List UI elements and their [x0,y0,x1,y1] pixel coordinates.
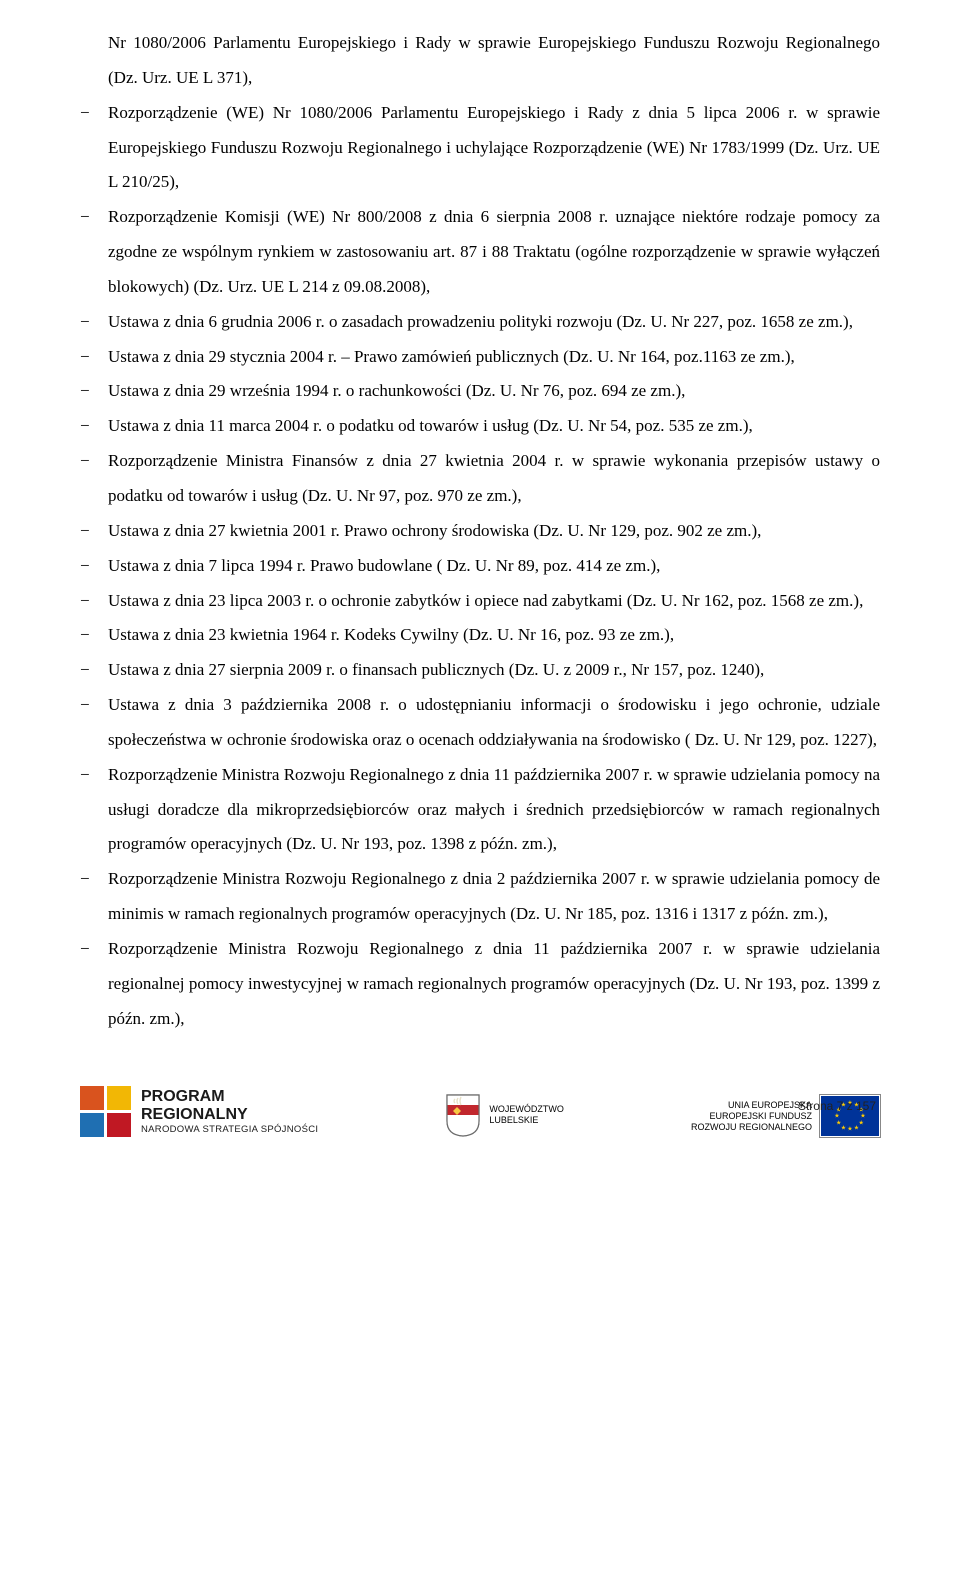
shield-icon [445,1093,481,1137]
logo-wojewodztwo: WOJEWÓDZTWO LUBELSKIE [445,1093,563,1137]
paragraph: Ustawa z dnia 27 sierpnia 2009 r. o fina… [80,653,880,688]
page-number: Strona 7 z 157 [798,1099,876,1113]
paragraph: Nr 1080/2006 Parlamentu Europejskiego i … [80,26,880,96]
logo-left-line2: REGIONALNY [141,1106,318,1124]
logo-right-line3: ROZWOJU REGIONALNEGO [691,1122,812,1133]
paragraph: Ustawa z dnia 3 października 2008 r. o u… [80,688,880,758]
logo-left-line1: PROGRAM [141,1088,318,1106]
logo-center-line1: WOJEWÓDZTWO [489,1104,563,1115]
logo-program-regionalny: PROGRAM REGIONALNY NARODOWA STRATEGIA SP… [80,1086,318,1137]
paragraph: Rozporządzenie Komisji (WE) Nr 800/2008 … [80,200,880,305]
paragraph: Ustawa z dnia 27 kwietnia 2001 r. Prawo … [80,514,880,549]
logo-center-line2: LUBELSKIE [489,1115,563,1126]
paragraph: Rozporządzenie Ministra Finansów z dnia … [80,444,880,514]
logo-squares-icon [80,1086,131,1137]
paragraph: Rozporządzenie Ministra Rozwoju Regional… [80,862,880,932]
paragraph: Rozporządzenie Ministra Rozwoju Regional… [80,758,880,863]
paragraph: Rozporządzenie (WE) Nr 1080/2006 Parlame… [80,96,880,201]
logo-right-line2: EUROPEJSKI FUNDUSZ [691,1111,812,1122]
paragraph: Ustawa z dnia 23 kwietnia 1964 r. Kodeks… [80,618,880,653]
paragraph: Ustawa z dnia 23 lipca 2003 r. o ochroni… [80,584,880,619]
paragraph: Rozporządzenie Ministra Rozwoju Regional… [80,932,880,1037]
paragraph: Ustawa z dnia 11 marca 2004 r. o podatku… [80,409,880,444]
paragraph: Ustawa z dnia 6 grudnia 2006 r. o zasada… [80,305,880,340]
logo-left-line3: NARODOWA STRATEGIA SPÓJNOŚCI [141,1125,318,1135]
paragraph: Ustawa z dnia 7 lipca 1994 r. Prawo budo… [80,549,880,584]
paragraph: Ustawa z dnia 29 września 1994 r. o rach… [80,374,880,409]
paragraph: Ustawa z dnia 29 stycznia 2004 r. – Praw… [80,340,880,375]
logo-right-line1: UNIA EUROPEJSKA [691,1100,812,1111]
